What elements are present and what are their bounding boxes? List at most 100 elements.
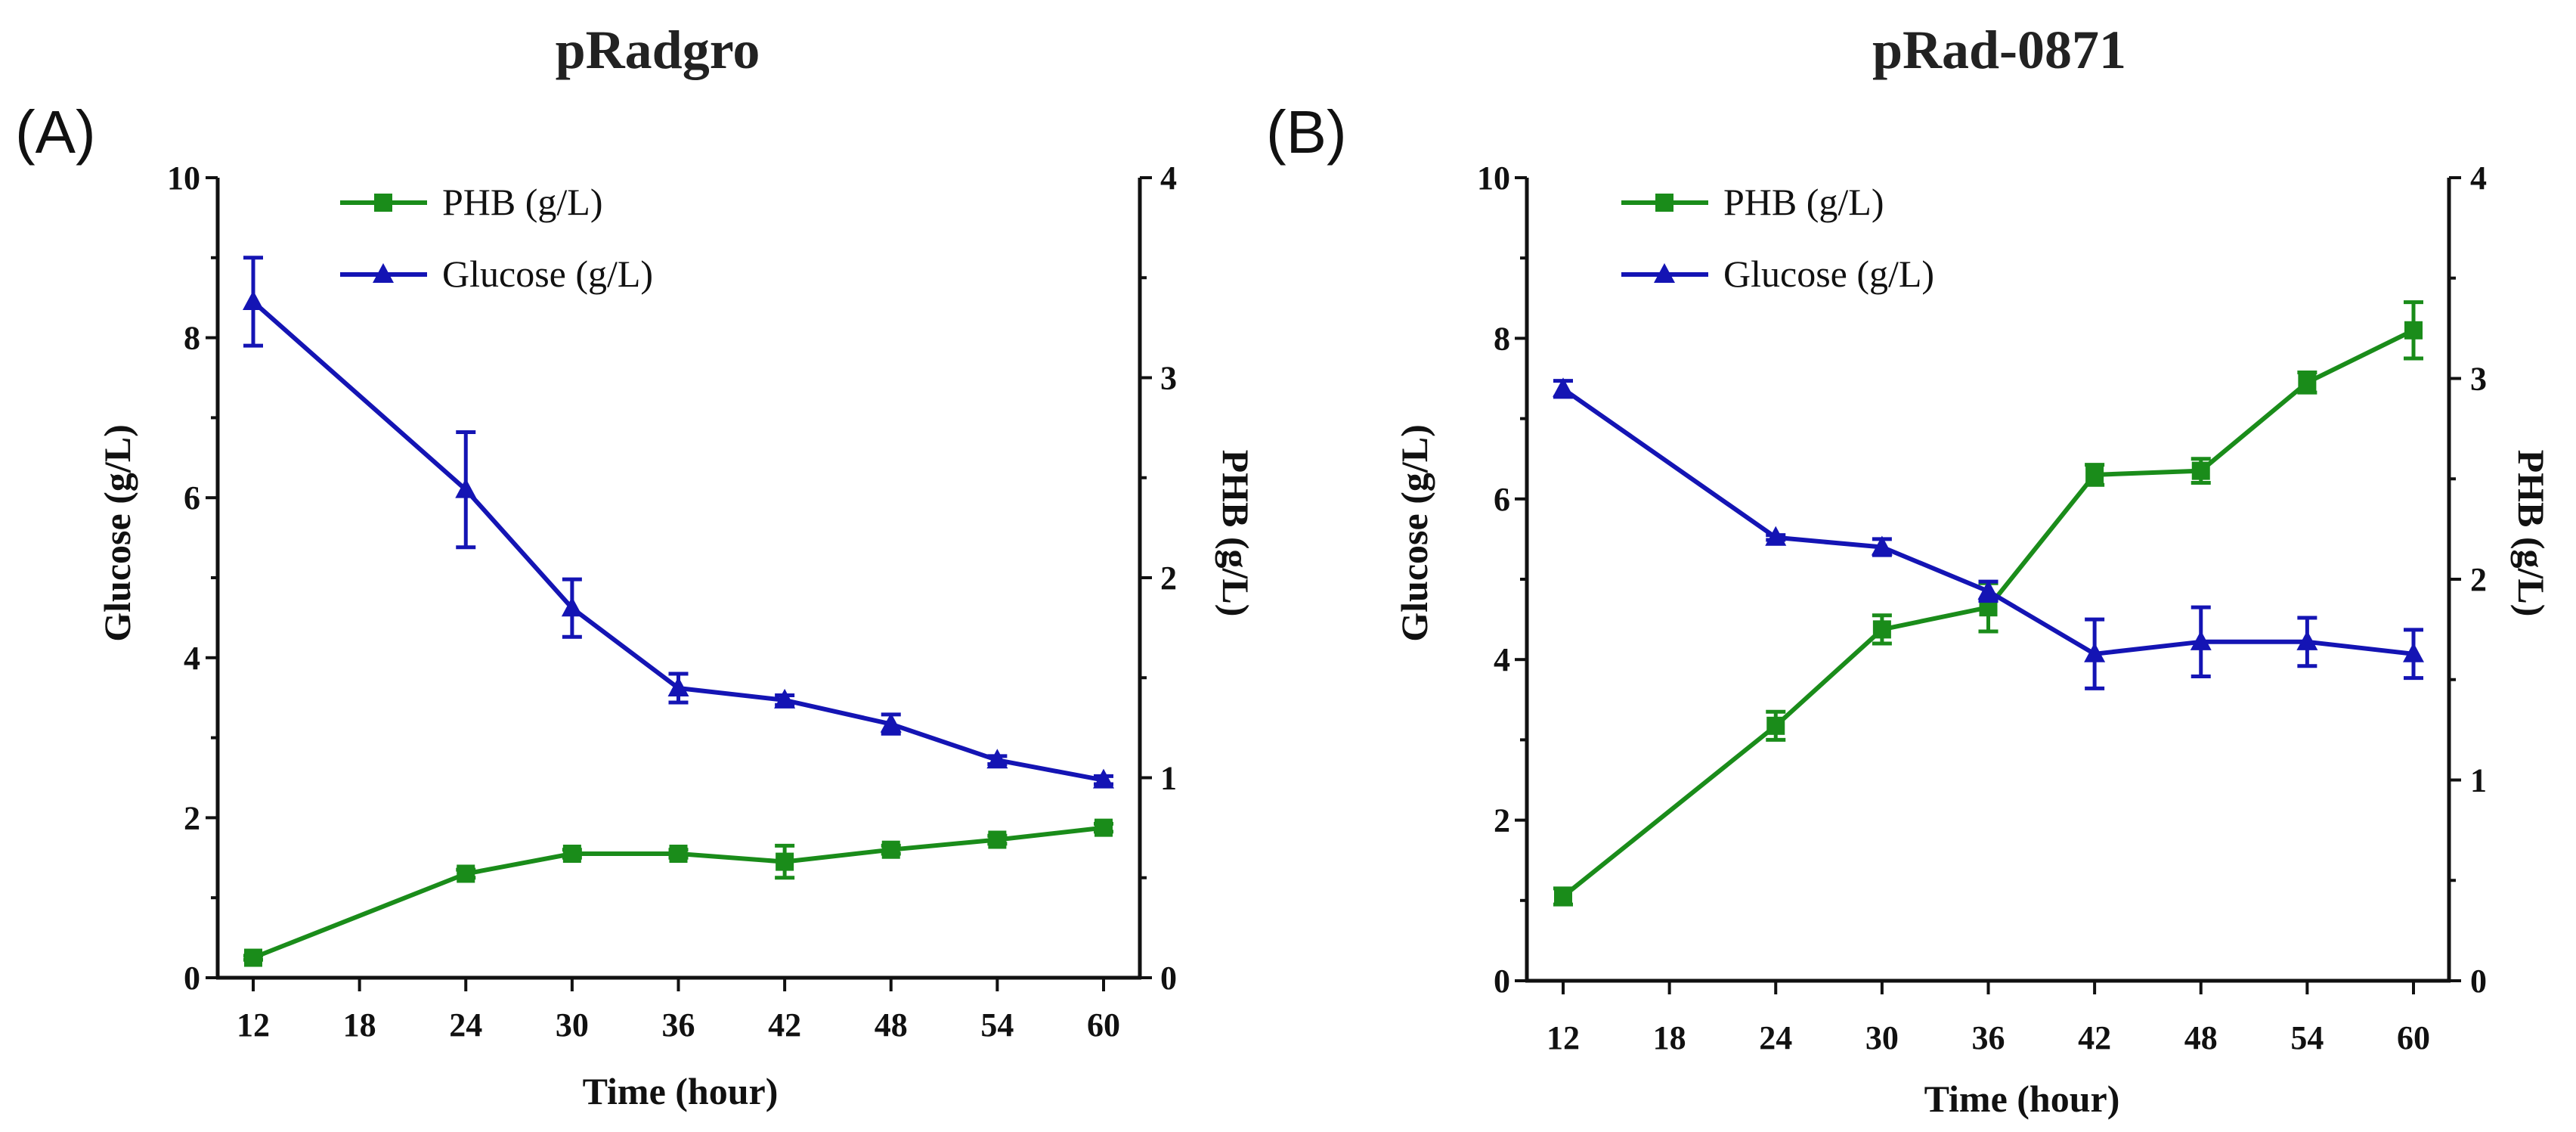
phb-point bbox=[988, 830, 1007, 849]
phb-point bbox=[1766, 716, 1785, 735]
chart-title: pRad-0871 bbox=[1872, 20, 2126, 80]
glucose-point bbox=[2190, 630, 2212, 650]
y-tick-label: 0 bbox=[1494, 963, 1510, 1000]
chart-panel-b: pRad-0871 (B) Time (hour) Glucose (g/L) … bbox=[1266, 20, 2553, 1120]
x-tick-label: 60 bbox=[2397, 1019, 2430, 1056]
glucose-point bbox=[2403, 642, 2424, 662]
x-tick-label: 24 bbox=[1759, 1019, 1792, 1056]
glucose-point bbox=[1093, 768, 1114, 789]
legend-label: PHB (g/L) bbox=[1723, 181, 1884, 223]
y-tick-label: 10 bbox=[1477, 160, 1510, 197]
phb-point bbox=[2404, 321, 2423, 340]
phb-point bbox=[457, 864, 475, 883]
x-tick-label: 36 bbox=[1972, 1019, 2005, 1056]
legend-marker bbox=[1654, 263, 1675, 283]
chart-panel-a: pRadgro (A) Time (hour) Glucose (g/L) PH… bbox=[15, 20, 1257, 1112]
glucose-point bbox=[1553, 377, 1574, 398]
glucose-point bbox=[1977, 579, 1999, 600]
legend-label: PHB (g/L) bbox=[442, 181, 603, 223]
y-tick-label: 6 bbox=[1494, 481, 1510, 518]
legend-item-glucose: Glucose (g/L) bbox=[1621, 253, 1934, 295]
phb-point bbox=[1554, 887, 1572, 906]
y2-tick-label: 1 bbox=[1160, 760, 1177, 797]
y2-tick-label: 4 bbox=[2470, 160, 2487, 197]
legend-label: Glucose (g/L) bbox=[442, 253, 653, 295]
x-tick-label: 48 bbox=[875, 1006, 908, 1044]
glucose-point bbox=[1765, 526, 1787, 546]
legend-item-phb: PHB (g/L) bbox=[340, 181, 603, 223]
glucose-series-line bbox=[1562, 386, 2414, 656]
x-tick-label: 30 bbox=[1865, 1019, 1899, 1056]
glucose-point bbox=[774, 688, 796, 709]
y2-tick-label: 4 bbox=[1160, 160, 1177, 197]
phb-point bbox=[881, 840, 900, 859]
glucose-point bbox=[880, 712, 902, 733]
y-tick-label: 2 bbox=[1494, 802, 1510, 839]
x-tick-label: 18 bbox=[1653, 1019, 1686, 1056]
y-tick-label: 4 bbox=[184, 640, 200, 677]
phb-point bbox=[2298, 373, 2317, 392]
y2-tick-label: 2 bbox=[2470, 561, 2487, 598]
glucose-point bbox=[2084, 642, 2106, 662]
y-axis-title: Glucose (g/L) bbox=[96, 424, 138, 641]
legend-marker bbox=[373, 263, 394, 283]
phb-point bbox=[244, 948, 262, 967]
phb-point bbox=[1872, 620, 1891, 639]
glucose-point bbox=[243, 290, 264, 310]
glucose-point bbox=[2296, 630, 2318, 650]
x-tick-label: 42 bbox=[768, 1006, 801, 1044]
glucose-series-line bbox=[252, 299, 1104, 783]
y-tick-label: 4 bbox=[1494, 641, 1510, 678]
y-tick-label: 2 bbox=[184, 799, 200, 836]
x-axis-title: Time (hour) bbox=[1924, 1078, 2120, 1120]
y2-tick-label: 1 bbox=[2470, 762, 2487, 799]
legend-item-glucose: Glucose (g/L) bbox=[340, 253, 653, 295]
x-tick-label: 24 bbox=[449, 1006, 482, 1044]
y-tick-label: 0 bbox=[184, 960, 200, 997]
x-tick-label: 18 bbox=[343, 1006, 376, 1044]
phb-series-line bbox=[252, 825, 1104, 960]
glucose-point bbox=[561, 597, 583, 617]
phb-point bbox=[562, 845, 581, 864]
phb-series-line bbox=[1562, 328, 2415, 898]
y-axis-title: Glucose (g/L) bbox=[1393, 424, 1435, 641]
y-tick-label: 10 bbox=[167, 160, 200, 197]
x-tick-label: 42 bbox=[2078, 1019, 2111, 1056]
panel-label: (B) bbox=[1266, 98, 1347, 166]
glucose-point bbox=[455, 478, 477, 498]
phb-point bbox=[1094, 818, 1113, 837]
y-tick-label: 8 bbox=[1494, 320, 1510, 357]
x-tick-label: 12 bbox=[1547, 1019, 1580, 1056]
x-tick-label: 54 bbox=[980, 1006, 1014, 1044]
y-tick-label: 8 bbox=[184, 320, 200, 357]
x-axis-title: Time (hour) bbox=[583, 1070, 779, 1112]
x-tick-label: 30 bbox=[556, 1006, 589, 1044]
x-tick-label: 48 bbox=[2184, 1019, 2218, 1056]
chart-title: pRadgro bbox=[556, 20, 760, 80]
legend-item-phb: PHB (g/L) bbox=[1621, 181, 1884, 223]
y2-tick-label: 3 bbox=[2470, 361, 2487, 398]
glucose-point bbox=[667, 677, 689, 697]
legend-marker bbox=[1655, 194, 1673, 212]
phb-point bbox=[2191, 461, 2210, 480]
y2-tick-label: 3 bbox=[1160, 360, 1177, 397]
y2-tick-label: 0 bbox=[2470, 963, 2487, 1000]
y-tick-label: 6 bbox=[184, 479, 200, 516]
legend-marker bbox=[374, 194, 392, 212]
y2-axis-title: PHB (g/L) bbox=[1215, 450, 1257, 617]
phb-point bbox=[776, 852, 794, 871]
phb-point bbox=[669, 845, 688, 864]
panel-label: (A) bbox=[15, 98, 96, 166]
x-tick-label: 60 bbox=[1087, 1006, 1120, 1044]
y2-axis-title: PHB (g/L) bbox=[2510, 450, 2553, 617]
glucose-point bbox=[986, 749, 1008, 769]
y2-tick-label: 0 bbox=[1160, 960, 1177, 997]
x-tick-label: 12 bbox=[237, 1006, 270, 1044]
x-tick-label: 54 bbox=[2290, 1019, 2324, 1056]
phb-point bbox=[2085, 465, 2104, 484]
y2-tick-label: 2 bbox=[1160, 560, 1177, 597]
x-tick-label: 36 bbox=[662, 1006, 695, 1044]
